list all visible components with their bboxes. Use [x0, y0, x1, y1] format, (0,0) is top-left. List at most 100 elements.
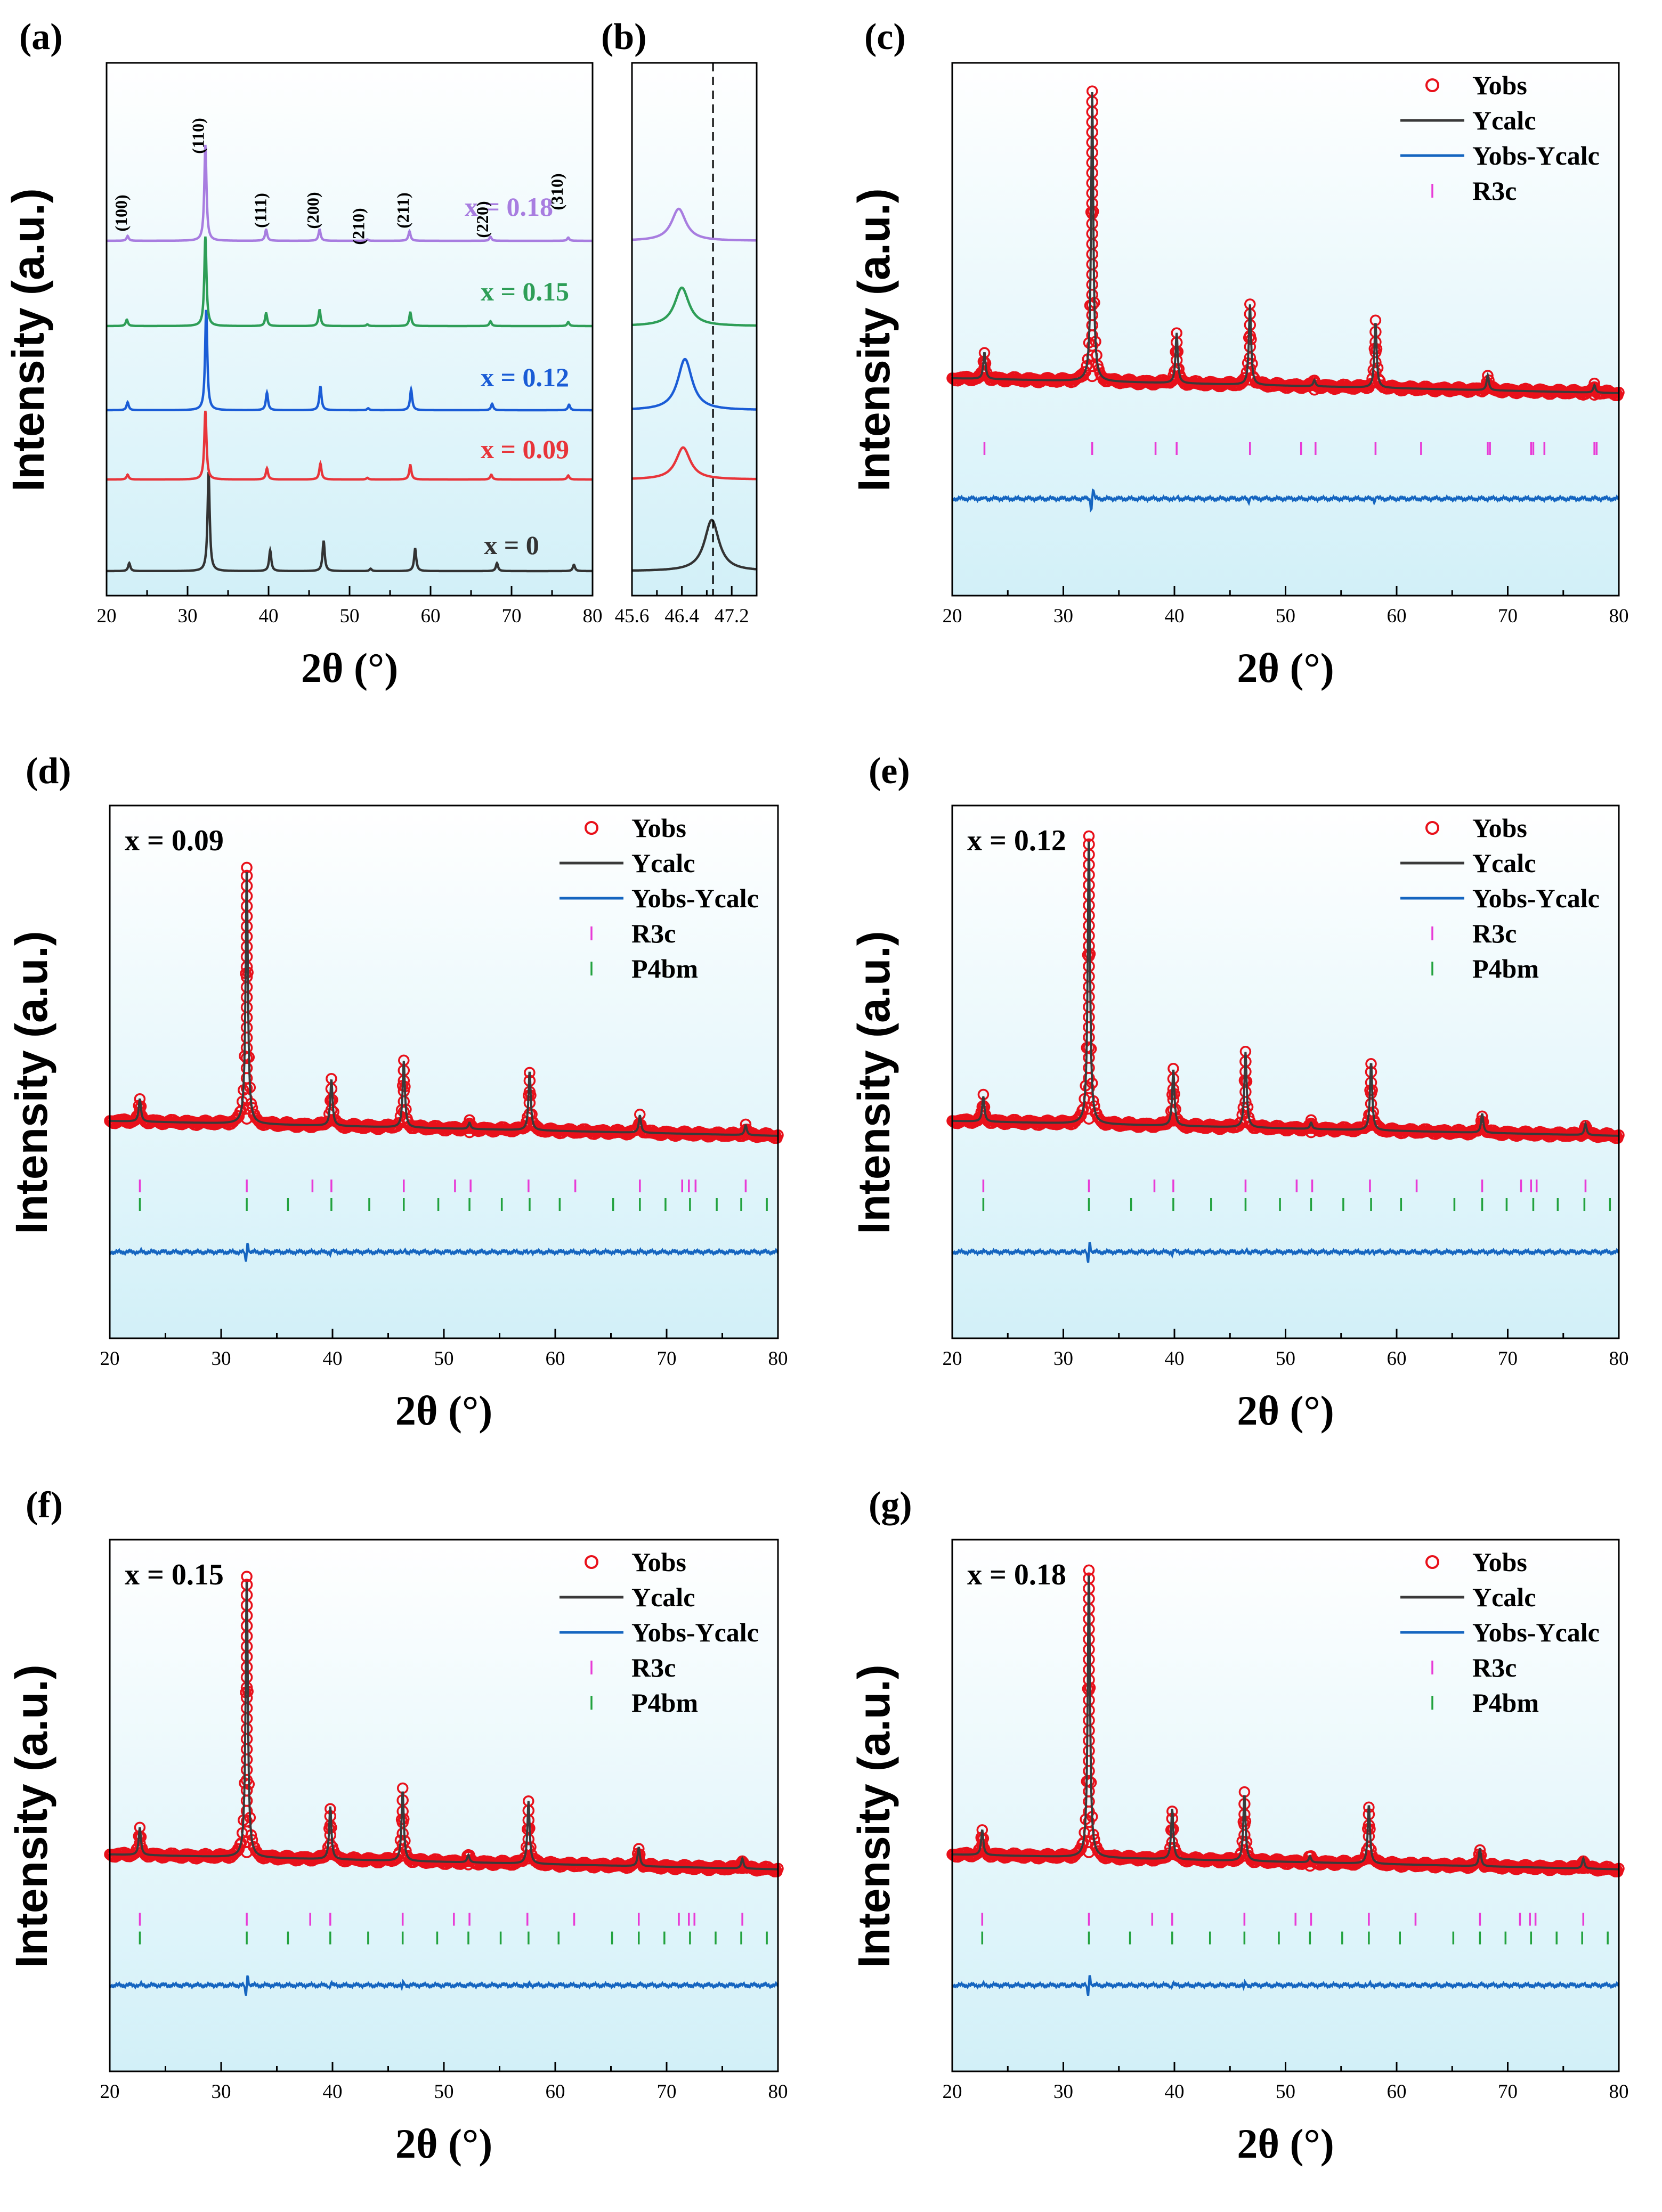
composition-label: x = 0.09 [125, 824, 224, 857]
x-tick-label: 60 [1387, 1348, 1407, 1370]
panel-f: (f) Yobs Ycalc Yobs-Ycalc R3c P4bm x = 0.15 20 3… [6, 1485, 788, 2167]
hkl-annotation: (310) [547, 173, 566, 210]
x-tick-label: 70 [1498, 605, 1518, 627]
zoom-pattern-line [631, 357, 757, 411]
ycalc-line [110, 872, 779, 1137]
panel-label: (e) [869, 751, 910, 792]
plot-frame [631, 62, 758, 597]
x-tick-label: 50 [434, 2081, 454, 2103]
x-tick-label: 60 [546, 1348, 565, 1370]
x-tick-label: 40 [323, 1348, 343, 1370]
legend-label: Yobs-Ycalc [1472, 141, 1600, 170]
x-tick-label: 40 [1165, 2081, 1185, 2103]
yobs-point [1170, 363, 1183, 376]
yobs-point [634, 1121, 646, 1134]
x-tick-label: 80 [583, 605, 603, 627]
x-tick-label: 30 [1053, 2081, 1073, 2103]
x-tick-label: 40 [323, 2081, 343, 2103]
y-axis-title: Intensity (a.u.) [849, 1664, 899, 1967]
composition-label: x = 0.18 [967, 1558, 1066, 1591]
x-axis-title: 2θ (°) [395, 1387, 492, 1434]
legend-label: Ycalc [1472, 848, 1536, 878]
x-tick-label: 50 [340, 605, 360, 627]
x-tick-label: 40 [259, 605, 279, 627]
legend-yobs-symbol [1425, 78, 1439, 92]
x-tick-label: 30 [1053, 1348, 1073, 1370]
composition-label: x = 0.18 [465, 192, 553, 222]
yobs-point [523, 1096, 536, 1109]
plot-background [952, 63, 1619, 596]
x-tick-label: 70 [1498, 2081, 1518, 2103]
panel-e: (e) Yobs Ycalc Yobs-Ycalc R3c P4bm x = 0.12 20 3… [849, 751, 1629, 1434]
x-tick-label: 20 [943, 605, 962, 627]
yobs-point [463, 1117, 476, 1130]
x-tick-label: 70 [1498, 1348, 1518, 1370]
legend-label: R3c [631, 918, 676, 948]
yobs-point [1308, 375, 1320, 387]
composition-label: x = 0.12 [967, 824, 1066, 857]
x-tick-label: 70 [502, 605, 522, 627]
composition-label: x = 0.09 [481, 434, 569, 464]
hkl-annotation: (200) [303, 192, 322, 229]
x-tick-label: 70 [657, 1348, 677, 1370]
x-axis-title: 2θ (°) [1237, 645, 1334, 691]
yobs-point [463, 1126, 476, 1138]
panel-label: (b) [601, 17, 647, 58]
panel-g: (g) Yobs Ycalc Yobs-Ycalc R3c P4bm x = 0.18 20 3… [849, 1485, 1629, 2167]
x-tick-label: 50 [1276, 1348, 1295, 1370]
legend-label: R3c [1472, 1653, 1517, 1682]
legend-label: Yobs [631, 813, 686, 843]
legend-label: P4bm [1472, 1688, 1539, 1718]
legend-label: Yobs-Ycalc [1472, 883, 1600, 913]
ycalc-line [952, 92, 1619, 394]
x-tick-label: 70 [657, 2081, 677, 2103]
yobs-point [1086, 370, 1098, 383]
yobs-point [240, 1112, 253, 1125]
composition-label: x = 0.15 [125, 1558, 224, 1591]
yobs-point [1588, 388, 1601, 401]
x-tick-label: 80 [1609, 1348, 1629, 1370]
difference-line [109, 1242, 779, 1262]
legend-label: R3c [631, 1653, 676, 1682]
x-tick-label: 20 [100, 1348, 120, 1370]
panel-label: (f) [26, 1485, 63, 1526]
yobs-point [233, 1110, 245, 1123]
yobs-point [1170, 354, 1183, 367]
pattern-line [107, 410, 593, 481]
yobs-point [978, 368, 991, 380]
yobs-point [1588, 381, 1601, 394]
legend-label: P4bm [631, 1688, 698, 1718]
legend-label: Ycalc [1472, 105, 1536, 135]
x-tick-label: 20 [100, 2081, 120, 2103]
plot-background [107, 63, 593, 596]
y-axis-title: Intensity (a.u.) [6, 1664, 56, 1967]
yobs-point [1308, 384, 1320, 396]
panel-label: (g) [869, 1485, 912, 1526]
x-tick-label: 47.2 [715, 605, 749, 627]
hkl-annotation: (110) [188, 118, 207, 154]
x-axis-title: 2θ (°) [301, 645, 398, 691]
x-axis-title: 2θ (°) [395, 2120, 492, 2167]
x-tick-label: 50 [1276, 605, 1295, 627]
panel-label: (a) [19, 17, 63, 58]
x-tick-label: 50 [1276, 2081, 1295, 2103]
panel-b: (b) 45.6 46.4 47.2 [601, 17, 758, 627]
y-axis-title: Intensity (a.u.) [849, 931, 899, 1234]
x-tick-label: 60 [1387, 605, 1407, 627]
x-tick-label: 50 [434, 1348, 454, 1370]
legend-label: Yobs-Ycalc [631, 883, 759, 913]
legend-label: P4bm [631, 954, 698, 983]
panel-label: (c) [864, 17, 906, 58]
composition-label: x = 0 [484, 530, 539, 560]
zoom-pattern-line [632, 446, 757, 481]
hkl-annotation: (210) [348, 208, 368, 245]
legend-yobs-symbol [585, 821, 598, 835]
yobs-point [1083, 830, 1095, 842]
difference-line [951, 488, 1620, 513]
x-tick-label: 60 [546, 2081, 565, 2103]
legend-label: Ycalc [1472, 1582, 1536, 1612]
legend-label: Yobs-Ycalc [1472, 1617, 1600, 1647]
legend-label: Ycalc [631, 848, 695, 878]
pattern-line [107, 236, 593, 328]
panel-c: (c) Yobs Ycalc Yobs-Ycalc R3c 20 30 40 50 60 70 80 2… [849, 17, 1629, 691]
